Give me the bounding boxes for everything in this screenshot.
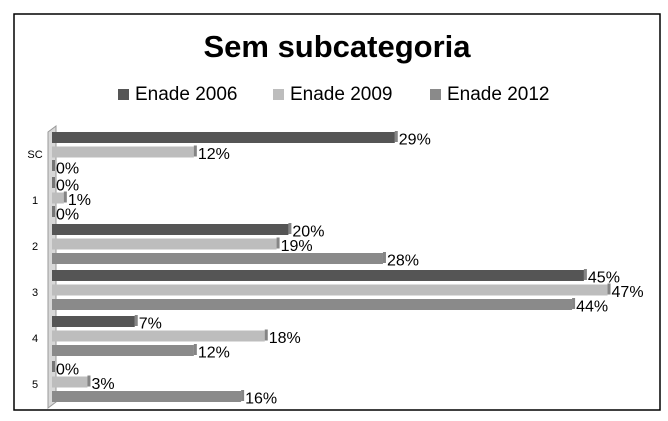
bar (52, 132, 395, 143)
bar (52, 285, 608, 296)
bar (52, 253, 383, 264)
bar (52, 331, 265, 342)
bar-end (52, 177, 55, 188)
bar-end (277, 238, 280, 249)
data-label: 29% (399, 132, 431, 149)
bar-end (265, 330, 268, 341)
data-label: 12% (198, 146, 230, 163)
data-label: 18% (269, 330, 301, 347)
legend-label: Enade 2006 (135, 84, 238, 105)
bar-end (52, 160, 55, 171)
data-label: 19% (281, 238, 313, 255)
data-label: 47% (612, 284, 644, 301)
bar-end (572, 298, 575, 309)
bar-end (52, 206, 55, 217)
data-label: 3% (91, 376, 114, 393)
chart-title: Sem subcategoria (203, 29, 471, 64)
bar (52, 299, 572, 310)
bar-end (383, 252, 386, 263)
bar-end (584, 269, 587, 280)
data-label: 44% (576, 299, 608, 316)
data-label: 0% (56, 161, 79, 178)
legend-swatch (430, 89, 441, 100)
bar-end (135, 315, 138, 326)
bar (52, 345, 194, 356)
bar-end (608, 284, 611, 295)
data-label: 0% (56, 207, 79, 224)
y-tick-label: 5 (32, 379, 38, 391)
data-label: 16% (245, 391, 277, 408)
legend-label: Enade 2009 (290, 84, 393, 105)
bar (52, 239, 277, 250)
bar-end (395, 131, 398, 142)
bar (52, 316, 135, 327)
bar-end (64, 192, 67, 203)
legend-swatch (118, 89, 129, 100)
bar (52, 224, 288, 235)
data-label: 12% (198, 345, 230, 362)
bar-end (241, 390, 244, 401)
bar (52, 193, 64, 204)
bar-end (288, 223, 291, 234)
bar (52, 270, 584, 281)
bar-end (194, 344, 197, 355)
data-label: 7% (139, 316, 162, 333)
bar (52, 147, 194, 158)
y-tick-label: SC (27, 149, 42, 161)
y-tick-label: 3 (32, 287, 38, 299)
data-label: 0% (56, 362, 79, 379)
data-label: 28% (387, 253, 419, 270)
legend-swatch (273, 89, 284, 100)
y-tick-label: 1 (32, 195, 38, 207)
bar-end (194, 146, 197, 157)
y-tick-label: 2 (32, 241, 38, 253)
legend-label: Enade 2012 (447, 84, 550, 105)
y-tick-label: 4 (32, 333, 38, 345)
bar (52, 391, 241, 402)
bar-end (52, 361, 55, 372)
bar (52, 377, 87, 388)
bar-end (87, 376, 90, 387)
